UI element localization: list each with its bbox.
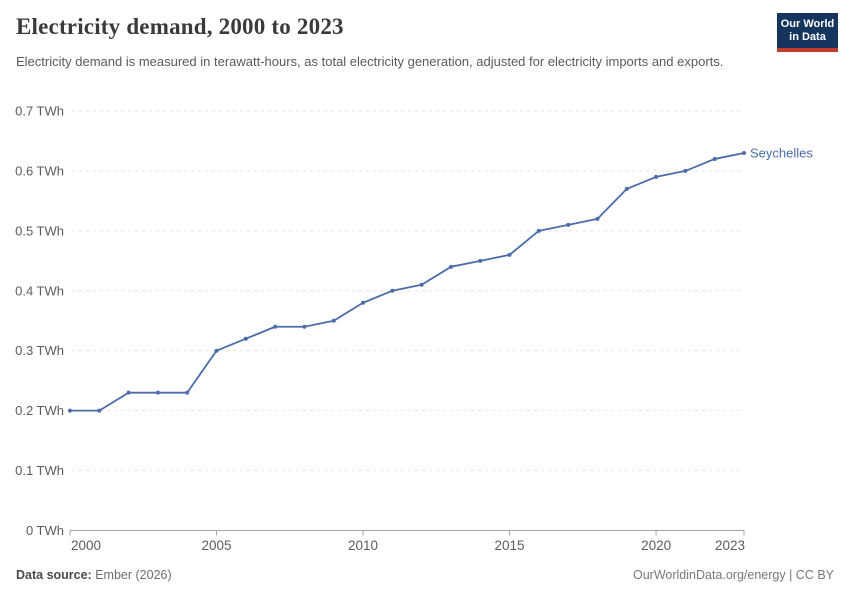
data-point bbox=[566, 222, 571, 227]
chart-footer: Data source: Ember (2026) OurWorldinData… bbox=[16, 568, 834, 582]
data-source-value: Ember (2026) bbox=[95, 568, 172, 582]
owid-logo-line1: Our World bbox=[780, 18, 835, 30]
data-point bbox=[478, 258, 483, 263]
data-point bbox=[654, 174, 659, 179]
data-point bbox=[126, 390, 131, 395]
y-axis-label: 0.4 TWh bbox=[15, 283, 64, 298]
data-point bbox=[331, 318, 336, 323]
data-point bbox=[624, 186, 629, 191]
x-axis-label: 2010 bbox=[348, 538, 378, 553]
x-axis-label: 2023 bbox=[715, 538, 745, 553]
y-axis-label: 0.6 TWh bbox=[15, 163, 64, 178]
data-point bbox=[214, 348, 219, 353]
data-point bbox=[68, 408, 72, 413]
data-point bbox=[712, 156, 717, 161]
entity-label[interactable]: Seychelles bbox=[750, 145, 813, 160]
owid-logo[interactable]: Our World in Data bbox=[777, 13, 838, 52]
data-point bbox=[448, 264, 453, 269]
page-title: Electricity demand, 2000 to 2023 bbox=[16, 14, 344, 39]
data-point bbox=[419, 282, 424, 287]
x-axis-label: 2015 bbox=[495, 538, 525, 553]
chart-subtitle: Electricity demand is measured in terawa… bbox=[16, 54, 724, 69]
data-point bbox=[185, 390, 190, 395]
y-axis-label: 0.2 TWh bbox=[15, 403, 64, 418]
x-axis-label: 2000 bbox=[71, 538, 101, 553]
data-point bbox=[742, 150, 746, 155]
data-point bbox=[536, 228, 541, 233]
y-axis-label: 0.3 TWh bbox=[15, 343, 64, 358]
data-point bbox=[390, 288, 395, 293]
data-point bbox=[97, 408, 102, 413]
credit-link[interactable]: OurWorldinData.org/energy | CC BY bbox=[632, 568, 834, 582]
x-axis-label: 2005 bbox=[201, 538, 231, 553]
data-point bbox=[273, 324, 278, 329]
data-source: Data source: Ember (2026) bbox=[16, 568, 172, 582]
data-point bbox=[683, 168, 688, 173]
y-axis-label: 0.1 TWh bbox=[15, 463, 64, 478]
data-source-label: Data source: bbox=[16, 568, 92, 582]
x-axis-label: 2020 bbox=[641, 538, 671, 553]
data-point bbox=[155, 390, 160, 395]
data-point bbox=[595, 216, 600, 221]
data-point bbox=[361, 300, 366, 305]
y-axis-label: 0.5 TWh bbox=[15, 223, 64, 238]
owid-logo-line2: in Data bbox=[789, 31, 826, 43]
y-axis-label: 0 TWh bbox=[26, 523, 64, 538]
data-point bbox=[302, 324, 307, 329]
data-point bbox=[243, 336, 248, 341]
data-point bbox=[507, 252, 512, 257]
series-line bbox=[69, 152, 745, 412]
y-axis-label: 0.7 TWh bbox=[15, 104, 64, 119]
